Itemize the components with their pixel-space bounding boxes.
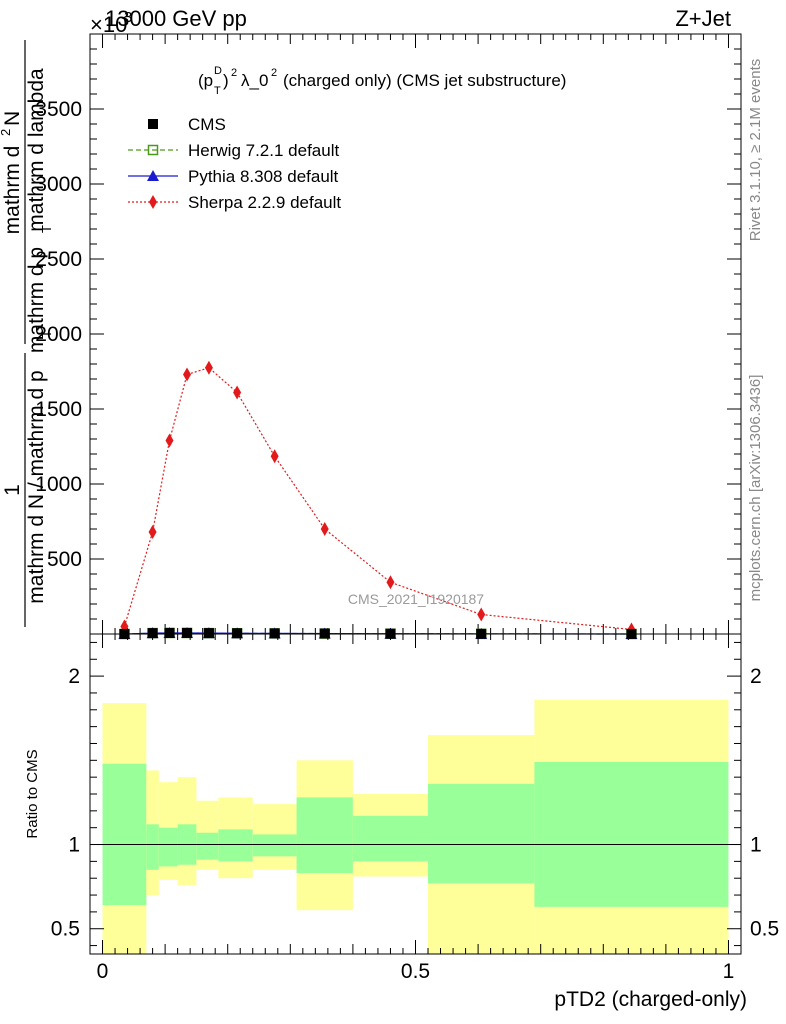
svg-text:1: 1 xyxy=(1,484,24,496)
x10-exponent: 3 xyxy=(124,9,132,26)
channel-label: Z+Jet xyxy=(675,6,731,31)
svg-text:2: 2 xyxy=(271,67,277,79)
legend-marker xyxy=(147,144,159,156)
data-point-3 xyxy=(386,575,395,590)
svg-text:(charged only) (CMS jet substr: (charged only) (CMS jet substructure) xyxy=(283,71,566,90)
data-point-3 xyxy=(233,385,242,400)
y-tick-label: 1500 xyxy=(35,398,82,421)
ratio-green-band xyxy=(428,783,535,884)
ratio-green-band xyxy=(218,829,253,862)
x-tick-label: 0.5 xyxy=(401,960,430,983)
svg-text:D: D xyxy=(214,65,222,77)
data-point-0 xyxy=(164,627,175,638)
svg-text:mathrm d p: mathrm d p xyxy=(25,247,48,353)
ratio-y-tick-label-right: 0.5 xyxy=(750,918,779,941)
rivet-version-label: Rivet 3.1.10, ≥ 2.1M events xyxy=(747,59,764,242)
x-tick-label: 0 xyxy=(97,960,109,983)
legend: CMS Herwig 7.2.1 default Pythia 8.308 defa… xyxy=(128,115,341,212)
x-axis-label: pTD2 (charged-only) xyxy=(554,988,747,1011)
svg-text:2: 2 xyxy=(0,129,13,136)
data-point-3 xyxy=(477,607,486,622)
ratio-green-band xyxy=(352,815,429,862)
svg-text:N: N xyxy=(1,111,24,126)
ratio-green-band xyxy=(252,834,297,857)
mcplots-label: mcplots.cern.ch [arXiv:1306.3436] xyxy=(747,375,764,602)
ratio-axis-ticks: 0.5 0.5 1 1 2 2 xyxy=(51,634,779,954)
legend-marker xyxy=(147,170,159,181)
legend-label: CMS xyxy=(188,115,226,134)
data-point-3 xyxy=(165,433,174,448)
svg-text:2: 2 xyxy=(231,67,237,79)
ratio-y-tick-label: 2 xyxy=(68,665,80,688)
data-point-0 xyxy=(269,628,280,639)
data-point-0 xyxy=(182,627,193,638)
x-tick-label: 1 xyxy=(723,960,735,983)
legend-label: Herwig 7.2.1 default xyxy=(188,141,339,160)
ratio-green-band xyxy=(102,763,147,906)
svg-text:λ_0: λ_0 xyxy=(241,71,268,90)
main-y-tick-labels: 500 1000 1500 2000 2500 3000 3500 xyxy=(35,98,82,571)
ratio-y-tick-label-right: 1 xyxy=(750,834,762,857)
plot-title: (p T D ) 2 λ_0 2 (charged only) (CMS jet… xyxy=(198,65,566,97)
legend-marker xyxy=(149,195,157,209)
svg-text:T: T xyxy=(39,225,54,233)
data-point-0 xyxy=(203,628,214,639)
y-tick-label: 500 xyxy=(47,548,82,571)
x-tick-labels: 0 0.5 1 xyxy=(97,960,735,983)
svg-text:(p: (p xyxy=(198,71,213,90)
legend-marker xyxy=(148,119,158,129)
data-point-3 xyxy=(148,525,157,539)
svg-text:T: T xyxy=(39,330,54,338)
svg-text:mathrm d: mathrm d xyxy=(1,146,24,235)
svg-text:mathrm d N / mathrm d p: mathrm d N / mathrm d p xyxy=(25,370,48,603)
ratio-bands xyxy=(90,699,741,954)
data-point-3 xyxy=(320,522,329,536)
data-point-3 xyxy=(183,367,192,382)
x10-multiplier: ×10 xyxy=(90,12,127,37)
data-point-0 xyxy=(232,628,243,639)
y-tick-label: 3000 xyxy=(35,173,82,196)
svg-text:mathrm d lambda: mathrm d lambda xyxy=(25,68,48,232)
ratio-green-band xyxy=(158,827,178,867)
svg-text:): ) xyxy=(223,71,229,90)
ratio-green-band xyxy=(196,832,219,860)
main-y-axis-label: 1 mathrm d N / mathrm d p T mathrm d 2 N… xyxy=(0,40,54,627)
y-tick-label: 3500 xyxy=(35,98,82,121)
data-point-0 xyxy=(147,628,158,639)
data-point-3 xyxy=(204,360,213,375)
legend-label: Pythia 8.308 default xyxy=(188,167,339,186)
y-tick-label: 1000 xyxy=(35,473,82,496)
ratio-y-axis-label: Ratio to CMS xyxy=(24,749,41,838)
ratio-y-tick-label: 1 xyxy=(68,834,80,857)
ratio-green-band xyxy=(146,824,159,870)
data-point-3 xyxy=(270,449,279,464)
legend-label: Sherpa 2.2.9 default xyxy=(188,193,341,212)
analysis-watermark: CMS_2021_I1920187 xyxy=(348,591,484,607)
svg-text:T: T xyxy=(214,85,221,97)
ratio-y-tick-label-right: 2 xyxy=(750,665,762,688)
ratio-green-band xyxy=(534,762,729,907)
process-label: 13000 GeV pp xyxy=(105,6,247,31)
ratio-green-band xyxy=(296,797,353,874)
y-tick-label: 2500 xyxy=(35,248,82,271)
ratio-y-tick-label: 0.5 xyxy=(51,918,80,941)
y-tick-label: 2000 xyxy=(35,323,82,346)
